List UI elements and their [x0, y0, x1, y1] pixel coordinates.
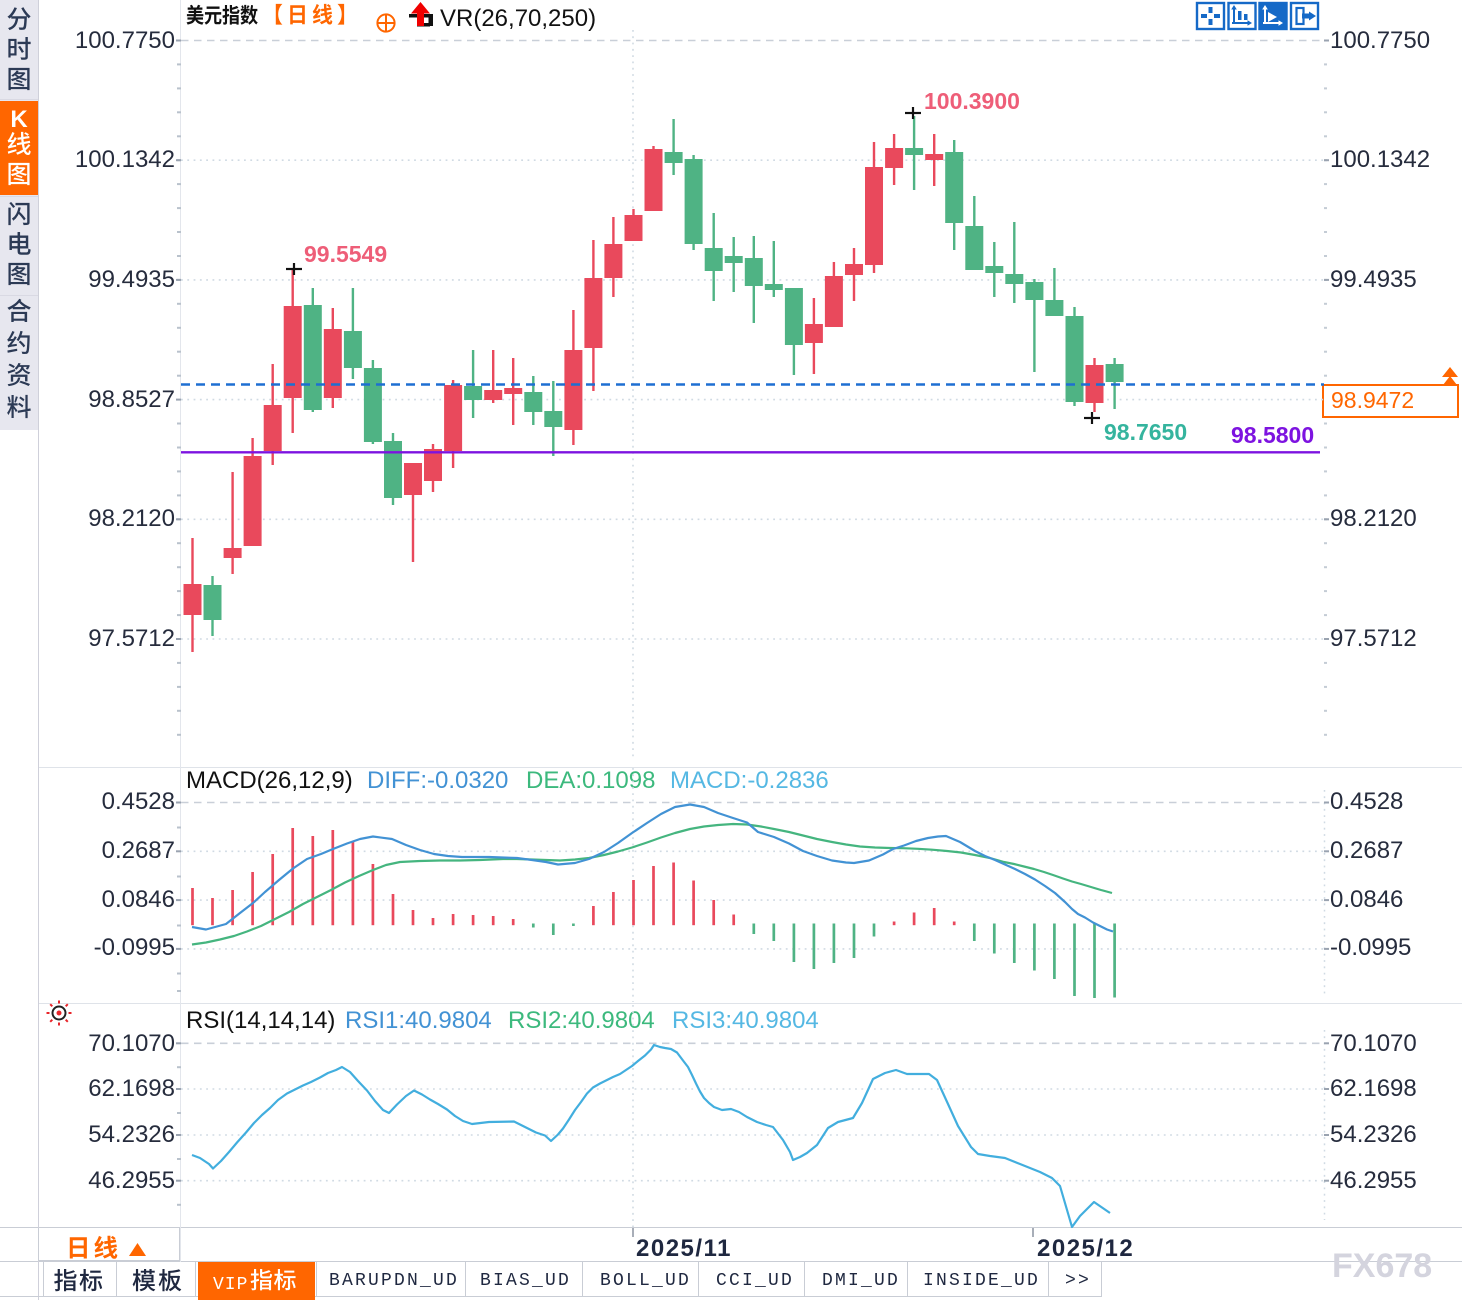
svg-text:VIP: VIP — [213, 1275, 248, 1295]
svg-text:K: K — [10, 106, 28, 133]
